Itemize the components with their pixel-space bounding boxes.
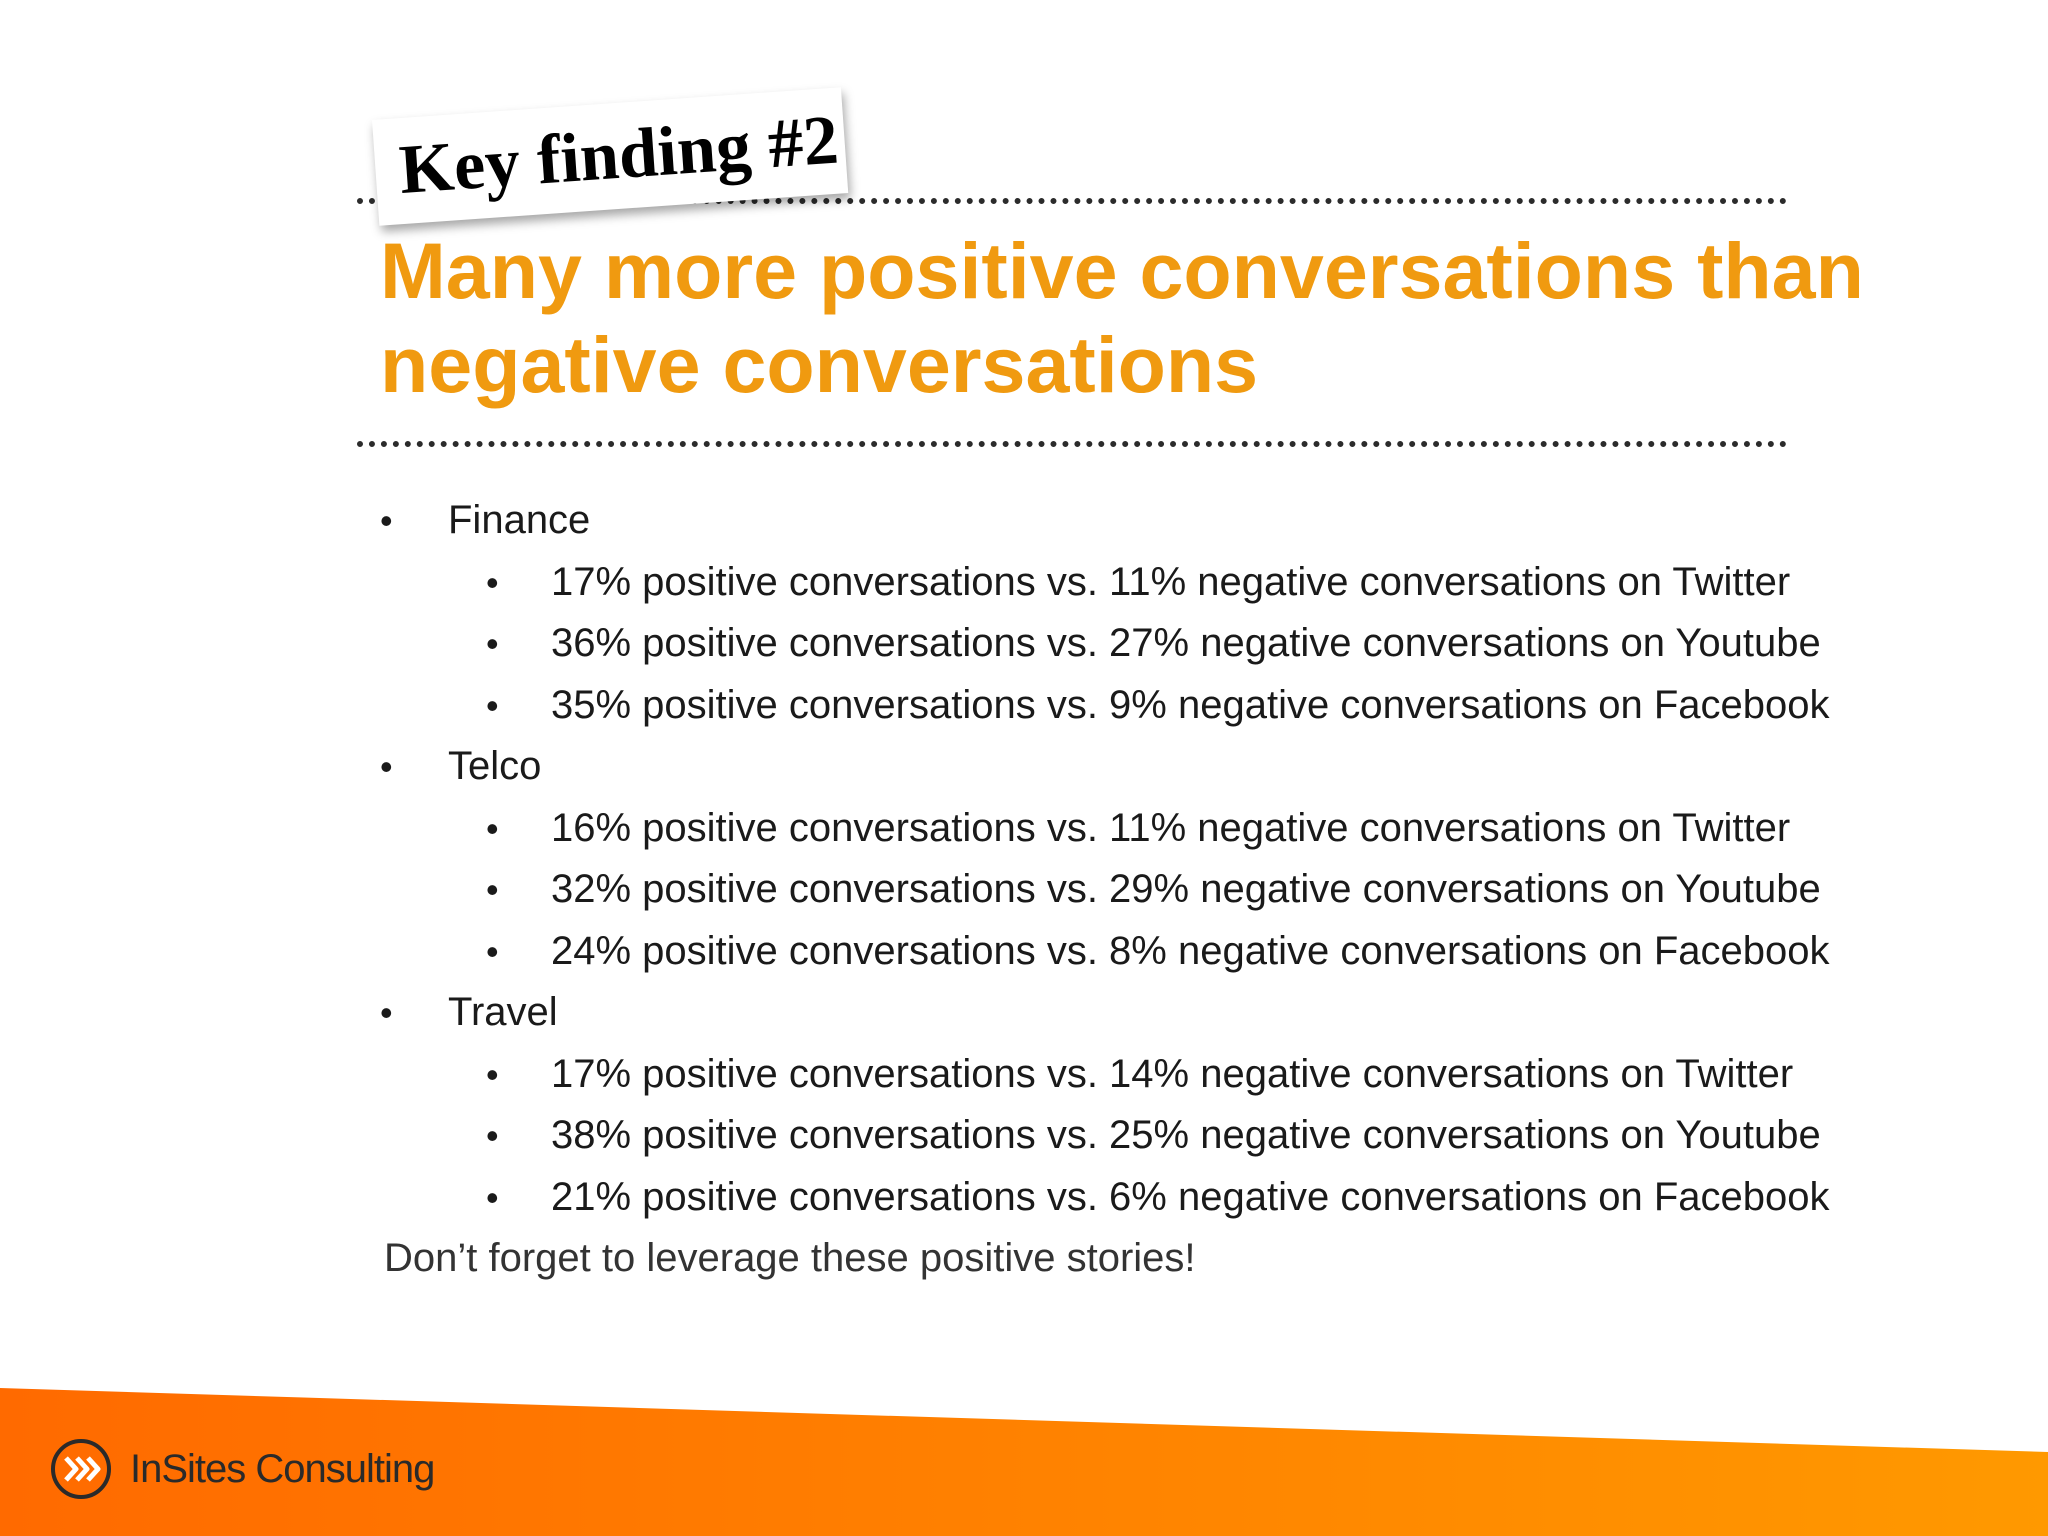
bullet-icon: • [486, 1053, 499, 1095]
list-item: • 17% positive conversations vs. 14% neg… [380, 1044, 2020, 1106]
bullet-icon: • [486, 869, 499, 910]
closing-note-text: Don’t forget to leverage these positive … [384, 1236, 1196, 1280]
brand-name: InSites Consulting [130, 1446, 435, 1491]
bullet-icon: • [486, 1176, 499, 1218]
bullet-list: • Finance • 17% positive conversations v… [380, 490, 2020, 1290]
title-line-2: negative conversations [380, 320, 1259, 409]
bullet-icon: • [486, 807, 499, 849]
bullet-icon: • [486, 930, 499, 972]
section-finance: • Finance [380, 490, 2020, 552]
section-label: Travel [448, 990, 558, 1034]
bullet-icon: • [380, 500, 393, 541]
bullet-icon: • [486, 561, 499, 603]
title-line-1: Many more positive conversations than [380, 226, 1864, 315]
section-travel: • Travel [380, 982, 2020, 1044]
list-item: • 35% positive conversations vs. 9% nega… [380, 675, 2020, 737]
list-item-text: 17% positive conversations vs. 14% negat… [551, 1051, 1794, 1096]
list-item: • 16% positive conversations vs. 11% neg… [380, 798, 2020, 860]
list-item: • 38% positive conversations vs. 25% neg… [380, 1105, 2020, 1167]
list-item: • 21% positive conversations vs. 6% nega… [380, 1167, 2020, 1229]
closing-note: Don’t forget to leverage these positive … [380, 1228, 2020, 1290]
list-item-text: 38% positive conversations vs. 25% negat… [551, 1113, 1821, 1157]
bullet-icon: • [486, 623, 499, 664]
section-label: Finance [448, 498, 591, 542]
bullet-icon: • [380, 992, 393, 1033]
list-item-text: 36% positive conversations vs. 27% negat… [551, 621, 1821, 665]
list-item-text: 21% positive conversations vs. 6% negati… [551, 1174, 1830, 1219]
page-title: Many more positive conversations than ne… [380, 224, 2000, 412]
list-item-text: 35% positive conversations vs. 9% negati… [551, 682, 1830, 727]
top-dotted-rule [357, 198, 1787, 204]
list-item-text: 17% positive conversations vs. 11% negat… [551, 559, 1791, 604]
list-item-text: 32% positive conversations vs. 29% negat… [551, 867, 1821, 911]
section-telco: • Telco [380, 736, 2020, 798]
list-item-text: 24% positive conversations vs. 8% negati… [551, 928, 1830, 973]
list-item-text: 16% positive conversations vs. 11% negat… [551, 805, 1791, 850]
brand-logo: InSites Consulting [50, 1438, 435, 1500]
list-item: • 36% positive conversations vs. 27% neg… [380, 613, 2020, 675]
bottom-dotted-rule [357, 441, 1787, 447]
bullet-icon: • [486, 1115, 499, 1156]
bullet-icon: • [380, 746, 393, 787]
key-finding-tag: Key finding #2 [372, 87, 849, 226]
chevrons-circle-icon [51, 1439, 111, 1499]
list-item: • 17% positive conversations vs. 11% neg… [380, 552, 2020, 614]
key-finding-label: Key finding #2 [396, 101, 841, 210]
list-item: • 32% positive conversations vs. 29% neg… [380, 859, 2020, 921]
section-label: Telco [448, 744, 542, 788]
bullet-icon: • [486, 684, 499, 726]
list-item: • 24% positive conversations vs. 8% nega… [380, 921, 2020, 983]
